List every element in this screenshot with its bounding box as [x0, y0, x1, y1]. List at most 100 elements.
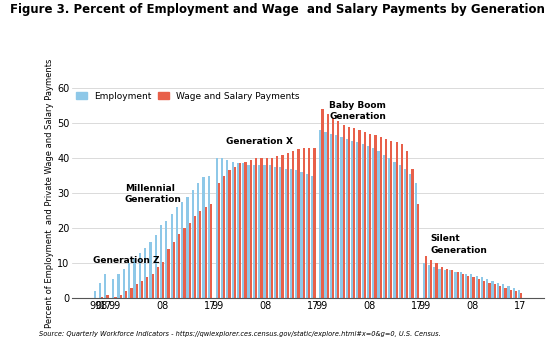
Legend: Employment, Wage and Salary Payments: Employment, Wage and Salary Payments: [72, 88, 304, 104]
Bar: [337, 121, 340, 298]
Bar: [478, 279, 480, 298]
Bar: [507, 286, 509, 298]
Bar: [248, 165, 250, 298]
Bar: [361, 144, 364, 298]
Bar: [449, 270, 451, 298]
Text: Millennial
Generation: Millennial Generation: [125, 184, 182, 204]
Bar: [404, 169, 406, 298]
Bar: [125, 291, 127, 298]
Bar: [342, 125, 345, 298]
Bar: [377, 151, 380, 298]
Bar: [401, 144, 403, 298]
Bar: [332, 118, 334, 298]
Bar: [335, 135, 337, 298]
Bar: [205, 207, 207, 298]
Bar: [264, 165, 266, 298]
Bar: [497, 283, 499, 298]
Bar: [406, 151, 408, 298]
Bar: [319, 130, 321, 298]
Bar: [210, 204, 212, 298]
Bar: [411, 169, 413, 298]
Bar: [168, 249, 170, 298]
Bar: [457, 272, 459, 298]
Bar: [515, 291, 517, 298]
Bar: [300, 172, 302, 298]
Text: Silent
Generation: Silent Generation: [430, 235, 487, 255]
Bar: [393, 162, 396, 298]
Bar: [499, 286, 501, 298]
Bar: [255, 158, 257, 298]
Bar: [176, 207, 178, 298]
Bar: [518, 290, 520, 298]
Bar: [285, 169, 287, 298]
Bar: [183, 228, 185, 298]
Bar: [157, 267, 159, 298]
Bar: [435, 263, 437, 298]
Bar: [306, 174, 308, 298]
Bar: [321, 109, 324, 298]
Bar: [152, 274, 154, 298]
Bar: [425, 256, 427, 298]
Bar: [292, 151, 294, 298]
Bar: [118, 274, 120, 298]
Bar: [390, 141, 392, 298]
Bar: [492, 281, 494, 298]
Bar: [372, 148, 374, 298]
Bar: [242, 163, 244, 298]
Bar: [114, 297, 117, 298]
Bar: [374, 135, 376, 298]
Bar: [422, 263, 425, 298]
Bar: [234, 167, 236, 298]
Bar: [388, 158, 390, 298]
Bar: [509, 290, 512, 298]
Bar: [383, 155, 385, 298]
Bar: [467, 276, 470, 298]
Bar: [155, 235, 157, 298]
Bar: [128, 263, 130, 298]
Bar: [170, 214, 173, 298]
Text: Generation X: Generation X: [226, 137, 293, 146]
Bar: [199, 211, 201, 298]
Bar: [279, 167, 281, 298]
Bar: [346, 139, 348, 298]
Bar: [302, 148, 305, 298]
Bar: [194, 216, 196, 298]
Bar: [215, 158, 218, 298]
Bar: [181, 202, 183, 298]
Y-axis label: Percent of Employment  and Private Wage and Salary Payments: Percent of Employment and Private Wage a…: [45, 59, 54, 328]
Bar: [165, 221, 168, 298]
Bar: [244, 162, 246, 298]
Bar: [203, 178, 205, 298]
Bar: [94, 291, 96, 298]
Bar: [197, 183, 199, 298]
Bar: [520, 293, 522, 298]
Bar: [258, 165, 260, 298]
Bar: [504, 288, 507, 298]
Bar: [356, 142, 359, 298]
Bar: [112, 279, 114, 298]
Bar: [141, 281, 143, 298]
Bar: [295, 171, 297, 298]
Bar: [340, 137, 342, 298]
Bar: [290, 169, 292, 298]
Bar: [455, 272, 457, 298]
Bar: [476, 276, 478, 298]
Bar: [144, 247, 146, 298]
Bar: [398, 165, 401, 298]
Bar: [415, 183, 417, 298]
Bar: [162, 262, 164, 298]
Bar: [271, 158, 273, 298]
Bar: [253, 165, 255, 298]
Bar: [101, 297, 103, 298]
Bar: [438, 268, 441, 298]
Bar: [229, 171, 231, 298]
Bar: [472, 277, 475, 298]
Bar: [250, 160, 252, 298]
Bar: [470, 274, 472, 298]
Bar: [351, 141, 353, 298]
Bar: [444, 270, 446, 298]
Bar: [417, 204, 419, 298]
Bar: [189, 223, 191, 298]
Bar: [221, 158, 223, 298]
Bar: [208, 176, 210, 298]
